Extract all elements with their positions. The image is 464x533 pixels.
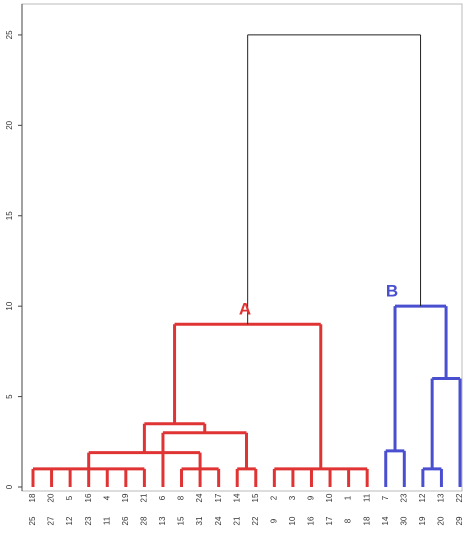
leaf-label: 8 bbox=[177, 495, 186, 500]
leaf-label: 22 bbox=[455, 493, 464, 502]
leaf-label: 23 bbox=[399, 493, 408, 502]
leaf-label: 24 bbox=[214, 516, 223, 525]
y-tick-label: 10 bbox=[5, 301, 14, 310]
leaf-label: 3 bbox=[288, 495, 297, 500]
leaf-label: 8 bbox=[344, 518, 353, 523]
y-tick-label: 20 bbox=[5, 120, 14, 129]
leaf-label: 9 bbox=[269, 518, 278, 523]
leaf-label: 26 bbox=[121, 516, 130, 525]
leaf-label: 13 bbox=[437, 493, 446, 502]
y-tick-label: 0 bbox=[5, 484, 14, 489]
leaf-label: 29 bbox=[455, 516, 464, 525]
leaf-label: 16 bbox=[307, 516, 316, 525]
leaf-label: 12 bbox=[65, 516, 74, 525]
leaf-label: 9 bbox=[307, 495, 316, 500]
leaf-label: 14 bbox=[381, 516, 390, 525]
leaf-label: 5 bbox=[65, 495, 74, 500]
y-tick-label: 5 bbox=[5, 394, 14, 399]
y-tick-label: 25 bbox=[5, 30, 14, 39]
leaf-label: 14 bbox=[232, 493, 241, 502]
leaf-label: 18 bbox=[362, 516, 371, 525]
cluster-label: B bbox=[386, 282, 398, 301]
leaf-label: 19 bbox=[121, 493, 130, 502]
leaf-label: 18 bbox=[28, 493, 37, 502]
leaf-label: 16 bbox=[84, 493, 93, 502]
leaf-label: 17 bbox=[325, 516, 334, 525]
leaf-label: 27 bbox=[47, 516, 56, 525]
leaf-label: 6 bbox=[158, 495, 167, 500]
cluster-label: A bbox=[239, 300, 251, 319]
leaf-label: 10 bbox=[288, 516, 297, 525]
leaf-label: 15 bbox=[177, 516, 186, 525]
y-tick-label: 15 bbox=[5, 211, 14, 220]
leaf-label: 28 bbox=[140, 516, 149, 525]
leaf-label: 22 bbox=[251, 516, 260, 525]
leaf-label: 25 bbox=[28, 516, 37, 525]
leaf-label: 10 bbox=[325, 493, 334, 502]
leaf-label: 17 bbox=[214, 493, 223, 502]
leaf-label: 4 bbox=[102, 495, 111, 500]
leaf-label: 15 bbox=[251, 493, 260, 502]
leaf-label: 20 bbox=[437, 516, 446, 525]
leaf-label: 7 bbox=[381, 495, 390, 500]
leaf-label: 12 bbox=[418, 493, 427, 502]
leaf-label: 23 bbox=[84, 516, 93, 525]
leaf-label: 21 bbox=[232, 516, 241, 525]
leaf-label: 11 bbox=[102, 516, 111, 525]
leaf-label: 2 bbox=[269, 495, 278, 500]
leaf-label: 21 bbox=[140, 493, 149, 502]
leaf-label: 11 bbox=[362, 493, 371, 502]
leaf-label: 30 bbox=[399, 516, 408, 525]
leaf-label: 24 bbox=[195, 493, 204, 502]
leaf-label: 31 bbox=[195, 516, 204, 525]
leaf-label: 19 bbox=[418, 516, 427, 525]
leaf-label: 1 bbox=[344, 495, 353, 500]
leaf-label: 20 bbox=[47, 493, 56, 502]
leaf-label: 13 bbox=[158, 516, 167, 525]
